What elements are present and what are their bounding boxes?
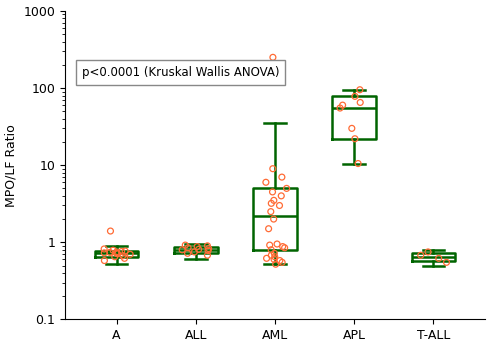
Point [100,246,108,252]
Point [268,252,276,258]
Point [262,179,270,185]
Point [276,258,284,264]
Y-axis label: MPO/LF Ratio: MPO/LF Ratio [5,124,18,207]
Point [204,243,212,249]
Point [338,102,346,108]
Point [278,260,286,265]
Point [194,246,202,252]
Point [106,228,114,234]
Point [434,256,442,261]
Point [121,248,129,254]
Point [268,200,276,206]
Point [442,260,450,265]
Point [267,209,275,215]
Point [424,249,432,255]
Point [278,193,285,199]
Point [270,216,278,222]
Point [178,247,186,253]
Point [268,189,276,195]
Point [111,254,119,260]
Point [262,256,270,261]
Point [106,249,114,255]
Point [184,245,192,250]
Point [269,166,277,172]
Point [416,252,424,258]
Point [114,251,122,257]
Point [273,241,281,247]
Point [118,249,126,254]
Point [270,254,278,260]
Point [119,253,127,258]
Point [120,256,128,261]
Point [264,226,272,232]
Point [270,250,278,256]
Point [204,252,212,258]
Point [126,251,134,257]
Point [204,246,212,252]
Point [270,197,278,203]
Point [272,261,280,267]
Point [356,87,364,93]
Point [267,247,275,253]
Point [276,203,283,208]
Point [348,126,356,131]
Point [356,99,364,105]
Point [278,244,286,249]
Point [266,242,274,248]
Point [280,245,288,250]
Point [109,247,117,253]
Point [336,105,344,111]
Point [282,185,290,191]
Point [182,242,190,248]
Point [270,257,278,262]
Point [193,244,201,249]
Point [278,174,286,180]
Point [269,54,277,60]
Point [112,249,120,255]
Point [112,250,120,256]
Point [354,160,362,166]
Text: p<0.0001 (Kruskal Wallis ANOVA): p<0.0001 (Kruskal Wallis ANOVA) [82,66,280,79]
Point [184,250,192,256]
Point [100,250,108,256]
Point [204,248,212,253]
Point [190,249,198,255]
Point [351,136,359,142]
Point [351,93,359,99]
Point [100,258,108,264]
